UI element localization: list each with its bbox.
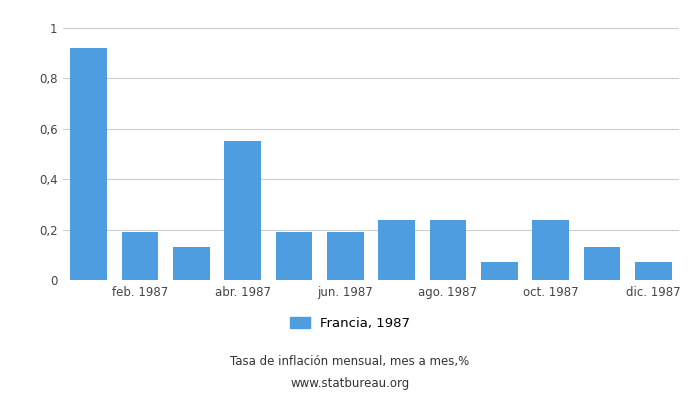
Bar	[430, 220, 466, 280]
Text: Tasa de inflación mensual, mes a mes,%: Tasa de inflación mensual, mes a mes,%	[230, 356, 470, 368]
Bar	[327, 232, 364, 280]
Bar	[481, 262, 518, 280]
Bar	[173, 247, 210, 280]
Bar	[224, 141, 261, 280]
Bar	[276, 232, 312, 280]
Bar	[635, 262, 672, 280]
Text: www.statbureau.org: www.statbureau.org	[290, 378, 410, 390]
Bar	[378, 220, 415, 280]
Bar	[122, 232, 158, 280]
Bar	[584, 247, 620, 280]
Bar	[532, 220, 569, 280]
Bar	[70, 48, 107, 280]
Legend: Francia, 1987: Francia, 1987	[290, 316, 410, 330]
